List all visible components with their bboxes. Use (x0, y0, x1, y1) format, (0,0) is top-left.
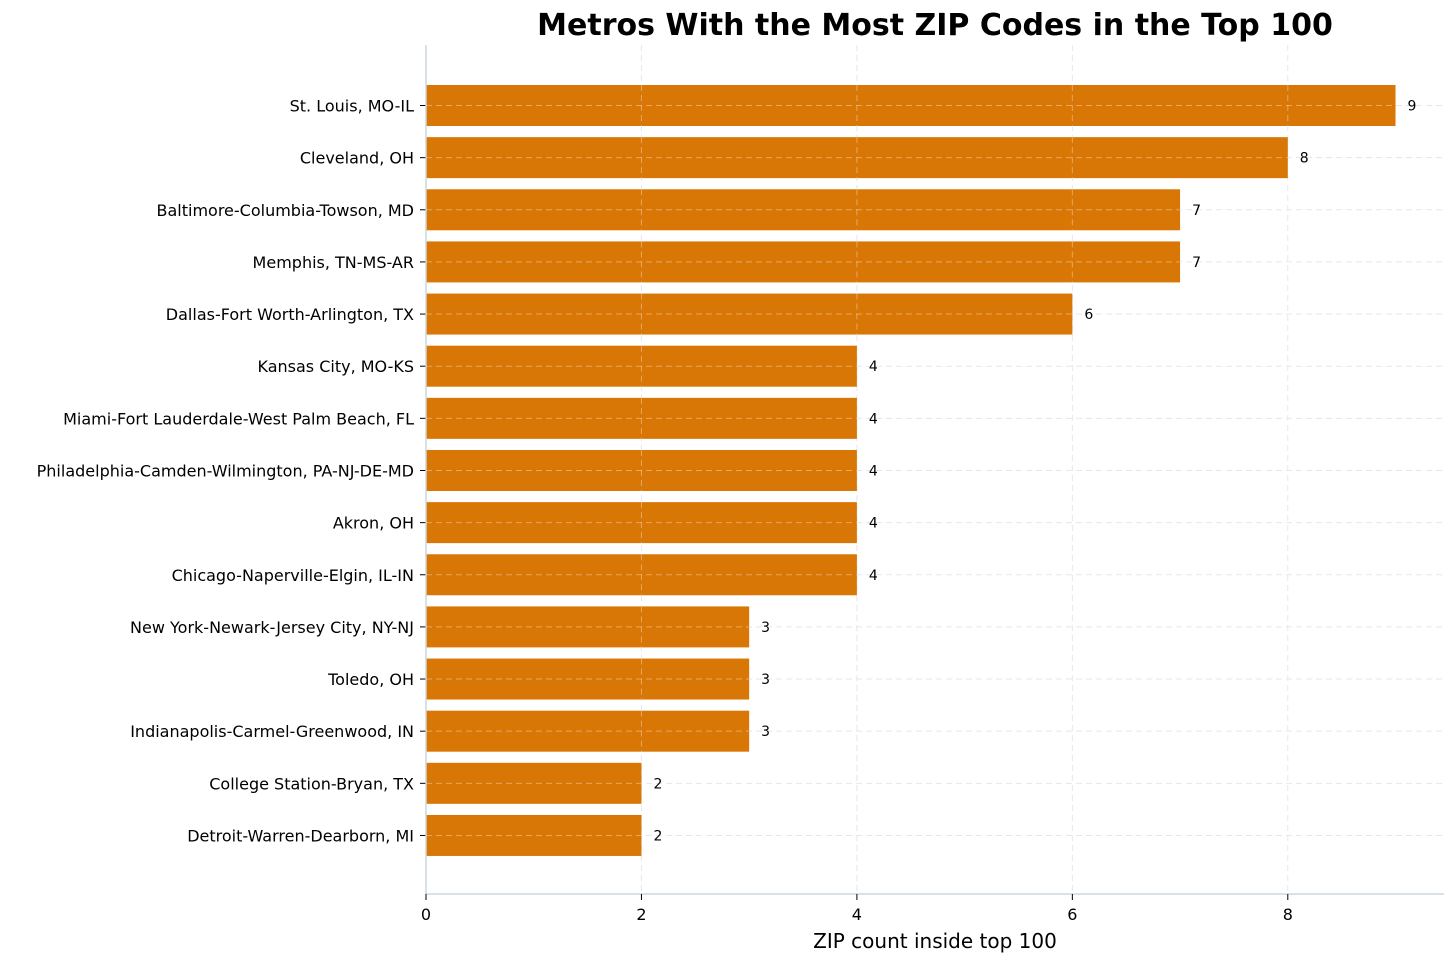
bar (426, 502, 857, 544)
value-label: 4 (869, 568, 878, 584)
category-label: Cleveland, OH (300, 149, 414, 168)
bar (426, 241, 1181, 283)
axes-layer (420, 45, 1444, 900)
chart-title: Metros With the Most ZIP Codes in the To… (537, 8, 1333, 43)
category-label: Akron, OH (333, 514, 414, 533)
value-label: 9 (1408, 99, 1417, 115)
value-label: 4 (869, 463, 878, 479)
bars-layer (426, 85, 1396, 856)
value-label: 4 (869, 411, 878, 427)
category-label: Philadelphia-Camden-Wilmington, PA-NJ-DE… (37, 461, 414, 480)
value-label: 4 (869, 516, 878, 532)
category-label: New York-Newark-Jersey City, NY-NJ (130, 618, 414, 637)
category-label: College Station-Bryan, TX (209, 774, 414, 793)
x-axis-label: ZIP count inside top 100 (813, 929, 1057, 953)
value-label: 2 (653, 828, 662, 844)
x-tick-label: 6 (1067, 905, 1077, 924)
value-label: 3 (761, 672, 770, 688)
category-label: Miami-Fort Lauderdale-West Palm Beach, F… (63, 409, 414, 428)
value-label: 8 (1300, 151, 1309, 167)
bar (426, 710, 750, 752)
category-label: Kansas City, MO-KS (257, 357, 414, 376)
value-label: 2 (653, 776, 662, 792)
labels-layer: St. Louis, MO-IL 9 Cleveland, OH 8 Baltimore… (37, 97, 1417, 925)
bar (426, 137, 1288, 179)
bar (426, 189, 1181, 231)
value-label: 3 (761, 620, 770, 636)
bar (426, 449, 857, 491)
bar (426, 606, 750, 648)
value-label: 7 (1192, 203, 1201, 219)
bar (426, 85, 1396, 126)
bar (426, 658, 750, 700)
value-label: 7 (1192, 255, 1201, 271)
value-label: 3 (761, 724, 770, 740)
category-label: Baltimore-Columbia-Towson, MD (157, 201, 415, 220)
x-tick-label: 4 (852, 905, 862, 924)
bar (426, 397, 857, 439)
category-label: Toledo, OH (327, 670, 414, 689)
value-label: 4 (869, 359, 878, 375)
x-tick-label: 0 (421, 905, 431, 924)
category-label: Memphis, TN-MS-AR (253, 253, 414, 272)
bar (426, 762, 642, 804)
bar (426, 345, 857, 387)
value-label: 6 (1084, 307, 1093, 323)
x-tick-label: 8 (1283, 905, 1293, 924)
category-label: Detroit-Warren-Dearborn, MI (187, 826, 414, 845)
category-label: St. Louis, MO-IL (290, 97, 414, 116)
category-label: Dallas-Fort Worth-Arlington, TX (166, 305, 414, 324)
bar (426, 554, 857, 596)
x-tick-label: 2 (636, 905, 646, 924)
bar (426, 293, 1073, 335)
bar (426, 814, 642, 856)
category-label: Chicago-Naperville-Elgin, IL-IN (172, 566, 414, 585)
category-label: Indianapolis-Carmel-Greenwood, IN (130, 722, 414, 741)
